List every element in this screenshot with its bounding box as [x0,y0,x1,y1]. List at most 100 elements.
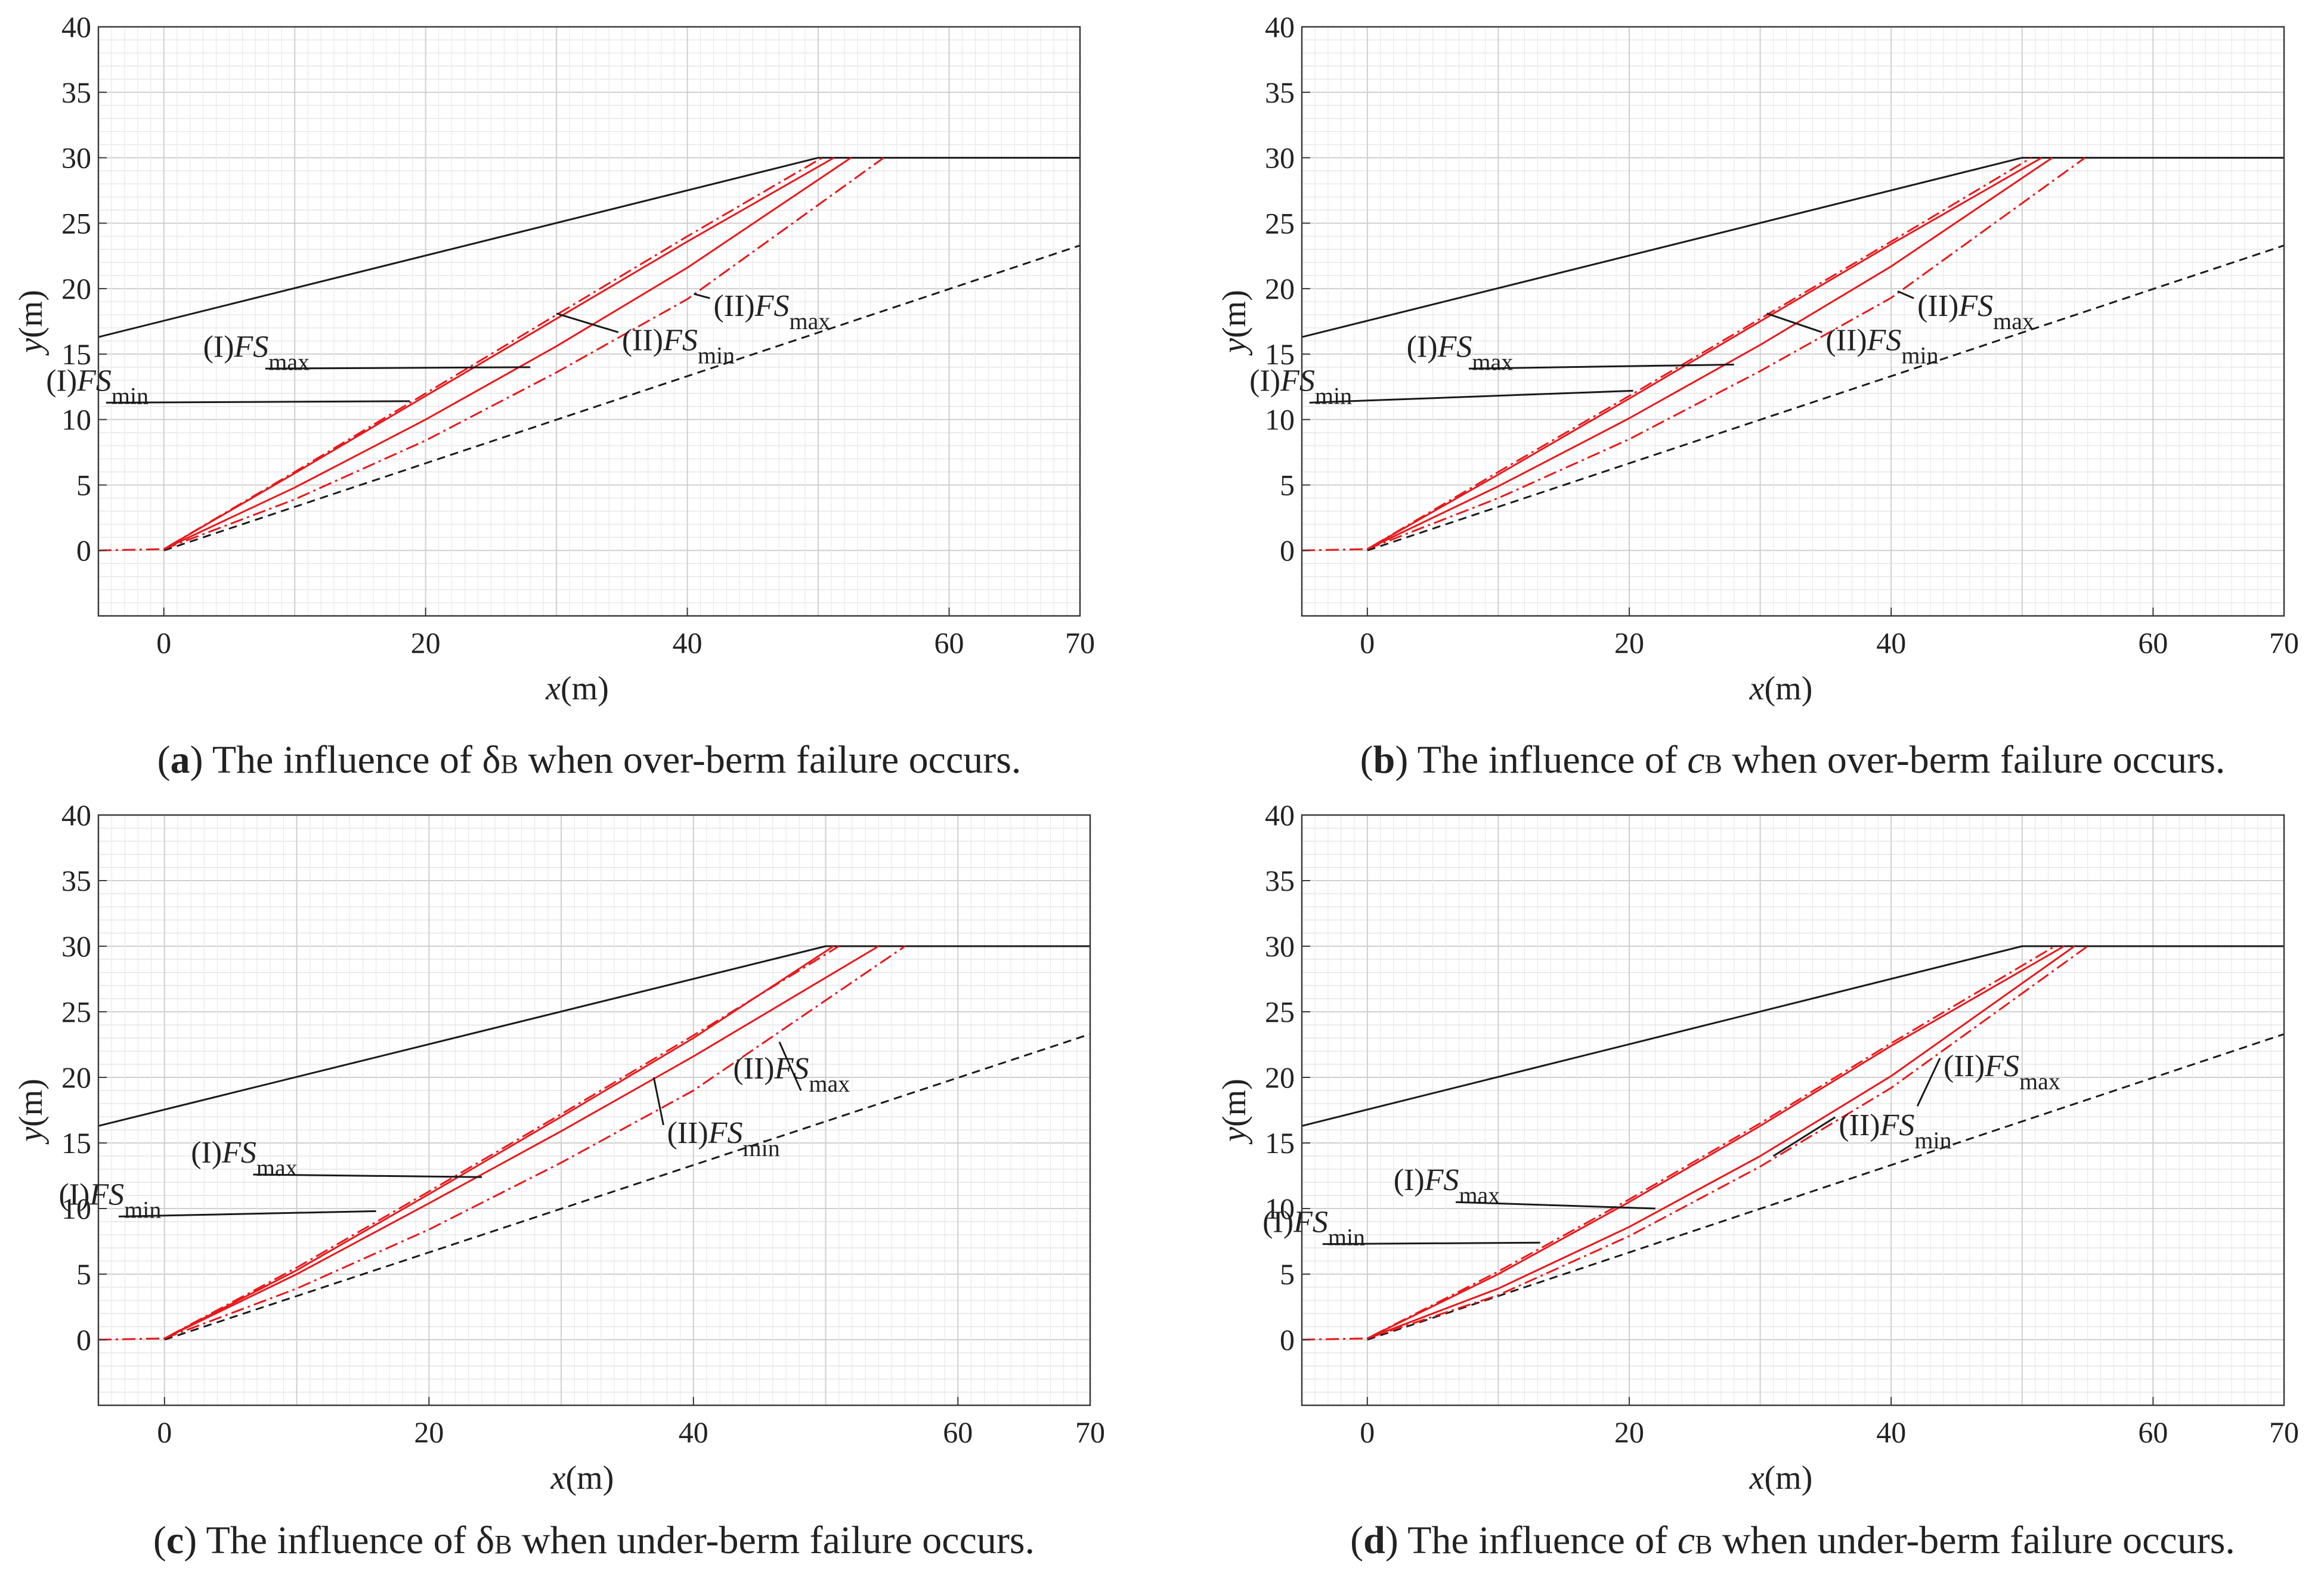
gridlines [1302,27,2284,616]
annotation-leader [1309,389,1633,404]
caption-a: (a) The influence of δB when over-berm f… [157,738,1022,782]
annotation-label: (II)FSmin [1825,323,1938,368]
y-tick-label: 30 [1265,141,1295,175]
plot-area [98,27,1080,616]
y-tick-label: 10 [1265,403,1295,436]
annotation-leader [694,293,710,299]
y-tick-label: 0 [1280,534,1295,567]
annotation-leader [1897,290,1914,299]
y-axis-label: y(m) [1216,290,1253,356]
y-tick-label: 15 [1265,337,1295,371]
y-tick-label: 5 [1280,468,1295,501]
annotation-leader [106,400,410,404]
annotation-leader [1916,1058,1941,1107]
y-tick-label: 40 [61,10,91,44]
annotation-label: (I)FSmin [1249,364,1352,409]
annotation-label: (II)FSmin [622,323,735,368]
y-tick-label: 10 [61,1192,91,1225]
series-i-fsmax [164,945,834,1340]
annotation-leader [253,1173,482,1178]
chart-c: 0 20 40 60 70 0 5 10 15 20 25 30 35 40 x(m) y(m)(I)FSmi… [13,798,1105,1497]
x-tick-label: 40 [1876,1415,1906,1449]
y-tick-label: 15 [61,1126,91,1160]
annotation-i-fsmax: (I)FSmax [1407,330,1734,375]
annotation-ii-fsmin: (II)FSmin [1766,312,1939,368]
caption-d: (d) The influence of cB when under-berm … [1350,1519,2235,1562]
y-tick-label: 10 [61,403,91,436]
x-tick-label: 60 [2138,1415,2168,1449]
y-tick-label: 20 [61,1061,91,1094]
x-tick-label: 0 [1360,1415,1375,1449]
annotation-label: (II)FSmax [1944,1049,2060,1095]
x-tick-label: 70 [1075,1415,1105,1449]
annotation-i-fsmin: (I)FSmin [1262,1206,1540,1251]
x-tick-label: 20 [411,626,441,659]
x-tick-label: 20 [1614,626,1644,659]
annotation-leader [1322,1241,1540,1246]
x-axis-label: x(m) [1749,1460,1813,1497]
axes-frame [97,814,1091,1406]
annotation-label: (I)FSmin [1262,1206,1365,1251]
series-ii-fsmin [1367,945,2075,1340]
annotation-label: (I)FSmin [58,1178,161,1223]
chart-d: 0 20 40 60 70 0 5 10 15 20 25 30 35 40 x(m) y(m) (I)FSmi… [1216,798,2299,1497]
series-i-fsmax [1367,945,2065,1340]
annotation-label: (I)FSmax [1394,1163,1500,1209]
series-ii-fsmax [1367,157,2086,550]
annotation-i-fsmin: (I)FSmin [1249,364,1633,409]
y-tick-label: 20 [61,272,91,305]
x-tick-label: 20 [1614,1415,1644,1449]
series-slope-surface [98,945,1090,1127]
annotation-leader [1772,1116,1836,1157]
axes-frame [1301,26,2285,617]
annotation-ii-fsmax: (II)FSmax [694,289,830,334]
series-ii-fsmin [164,945,879,1340]
y-tick-label: 0 [76,534,91,567]
annotation-leader [119,1210,376,1217]
annotation-leader [1455,1201,1655,1210]
annotation-label: (I)FSmin [46,364,148,409]
y-tick-label: 40 [61,798,91,832]
annotation-leader [556,312,619,333]
x-axis-label: x(m) [1749,670,1813,707]
series-weak-layer [164,1033,1091,1341]
annotation-leader [1468,363,1734,370]
x-tick-label: 60 [943,1415,973,1449]
y-tick-label: 30 [61,141,91,175]
chart-a: 0 20 40 60 70 0 5 10 15 20 25 30 35 40 x(m) y(m) (I)FSmi… [13,10,1095,707]
y-tick-label: 5 [76,1257,91,1291]
annotation-ii-fsmax: (II)FSmax [733,1041,850,1097]
axes-frame [1301,814,2285,1406]
y-tick-label: 20 [1265,272,1295,305]
y-tick-label: 40 [1265,10,1295,44]
y-tick-label: 10 [1265,1192,1295,1225]
series-weak-layer [1367,1033,2285,1341]
annotation-i-fsmax: (I)FSmax [1394,1163,1655,1210]
y-tick-label: 15 [1265,1126,1295,1160]
y-tick-label: 25 [61,206,91,240]
x-tick-label: 40 [673,626,703,659]
annotation-label: (II)FSmax [713,289,830,334]
plot-area [1302,815,2284,1405]
x-axis-label: x(m) [545,670,609,707]
y-axis-label: y(m) [13,1079,49,1145]
caption-c: (c) The influence of δB when under-berm … [153,1519,1035,1562]
y-tick-label: 30 [1265,930,1295,963]
y-tick-label: 0 [76,1323,91,1356]
y-tick-label: 25 [61,995,91,1028]
y-tick-label: 25 [1265,995,1295,1028]
gridlines [98,815,1090,1405]
annotation-leader [265,366,531,370]
series-weak-layer [163,244,1081,552]
series-ii-fsmax [164,945,906,1340]
x-tick-label: 20 [414,1415,444,1449]
y-axis-label: y(m) [13,290,49,356]
x-tick-label: 60 [2138,626,2168,659]
series-slope-surface [1301,157,2284,338]
y-tick-label: 25 [1265,206,1295,240]
y-tick-label: 35 [1265,864,1295,897]
axes-frame [97,26,1081,617]
x-tick-label: 40 [679,1415,708,1449]
series-i-fsmax [1367,157,2043,550]
